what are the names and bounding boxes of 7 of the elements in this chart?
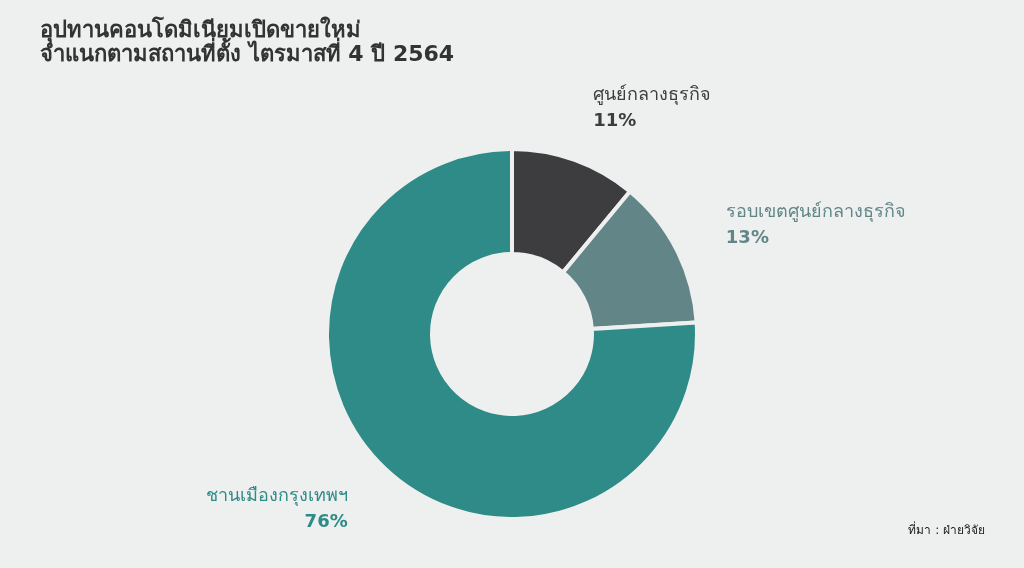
data-label: 11%	[593, 109, 637, 131]
text: ที่มา : ฝ่ายวิจัย	[908, 521, 985, 537]
data-label: 76%	[304, 509, 348, 531]
data-label: 13%	[725, 226, 769, 248]
slice-label: ศูนย์กลางธุรกิจ	[593, 83, 712, 106]
slice-label: ชานเมืองกรุงเทพฯ	[205, 483, 348, 506]
slice-label: รอบเขตศูนย์กลางธุรกิจ	[725, 200, 906, 223]
